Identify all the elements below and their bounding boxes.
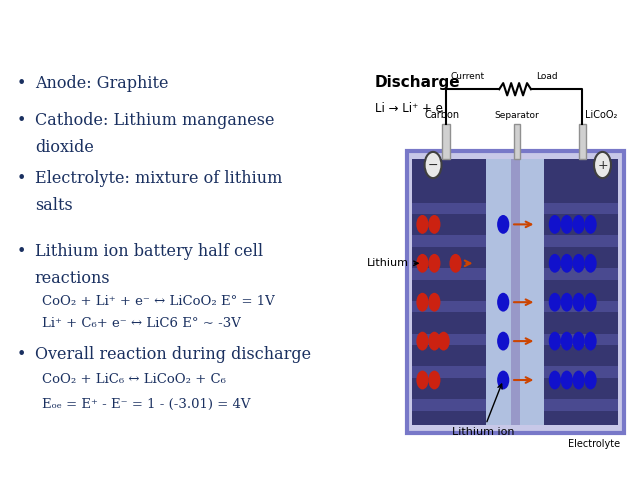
Circle shape	[424, 152, 441, 178]
Bar	[544, 159, 618, 425]
Bar	[412, 301, 486, 312]
Circle shape	[561, 215, 573, 234]
Bar	[412, 203, 486, 214]
Text: reactions: reactions	[35, 270, 110, 287]
Text: Current: Current	[450, 72, 484, 81]
Text: Carbon: Carbon	[425, 110, 460, 120]
Bar	[412, 159, 618, 425]
Circle shape	[438, 331, 450, 351]
Bar	[544, 236, 618, 247]
Text: Electrolyte: Electrolyte	[568, 439, 621, 449]
Circle shape	[572, 371, 585, 389]
Circle shape	[561, 254, 573, 273]
Text: Lithium ion battery half cell: Lithium ion battery half cell	[35, 243, 263, 260]
Circle shape	[497, 371, 509, 389]
Text: Li → Li⁺ + e: Li → Li⁺ + e	[375, 102, 443, 114]
Bar	[442, 124, 450, 159]
Text: •: •	[17, 171, 26, 187]
Text: •: •	[17, 75, 26, 92]
Circle shape	[572, 254, 585, 273]
Text: Anode: Graphite: Anode: Graphite	[35, 75, 168, 92]
Text: Cathode: Lithium manganese: Cathode: Lithium manganese	[35, 112, 274, 129]
Circle shape	[428, 293, 440, 312]
Circle shape	[549, 371, 561, 389]
Text: salts: salts	[35, 197, 73, 214]
Text: Lithium: Lithium	[367, 258, 418, 268]
Bar	[544, 268, 618, 280]
Circle shape	[417, 215, 429, 234]
Text: Electrolyte: mixture of lithium: Electrolyte: mixture of lithium	[35, 171, 282, 187]
Circle shape	[497, 215, 509, 234]
Bar	[486, 159, 544, 425]
Text: Lithium ion: Lithium ion	[452, 384, 514, 437]
Circle shape	[417, 331, 429, 351]
Bar	[579, 124, 586, 159]
Circle shape	[428, 215, 440, 234]
Circle shape	[584, 254, 597, 273]
Text: •: •	[17, 243, 26, 260]
Text: +: +	[597, 159, 608, 171]
Text: Li⁺ + C₆+ e⁻ ↔ LiC6 E° ~ -3V: Li⁺ + C₆+ e⁻ ↔ LiC6 E° ~ -3V	[42, 318, 241, 331]
Bar	[544, 366, 618, 378]
Bar	[544, 203, 618, 214]
Text: Eₒₑ = E⁺ - E⁻ = 1 - (-3.01) = 4V: Eₒₑ = E⁺ - E⁻ = 1 - (-3.01) = 4V	[42, 398, 251, 411]
Circle shape	[584, 293, 597, 312]
Bar	[514, 124, 519, 159]
Bar	[412, 268, 486, 280]
Circle shape	[594, 152, 611, 178]
Circle shape	[584, 371, 597, 389]
Circle shape	[572, 215, 585, 234]
Circle shape	[561, 371, 573, 389]
Bar	[412, 366, 486, 378]
Circle shape	[572, 293, 585, 312]
Text: CoO₂ + Li⁺ + e⁻ ↔ LiCoO₂ E° = 1V: CoO₂ + Li⁺ + e⁻ ↔ LiCoO₂ E° = 1V	[42, 295, 275, 308]
Bar	[412, 159, 486, 425]
Circle shape	[549, 215, 561, 234]
Bar	[412, 334, 486, 345]
Circle shape	[428, 331, 440, 351]
Text: •: •	[17, 346, 26, 364]
Circle shape	[549, 293, 561, 312]
Bar	[511, 159, 521, 425]
Circle shape	[584, 215, 597, 234]
Circle shape	[497, 331, 509, 351]
Text: dioxide: dioxide	[35, 139, 94, 156]
Bar	[544, 334, 618, 345]
Circle shape	[561, 293, 573, 312]
Text: Separator: Separator	[494, 111, 539, 120]
Text: CoO₂ + LiC₆ ↔ LiCoO₂ + C₆: CoO₂ + LiC₆ ↔ LiCoO₂ + C₆	[42, 373, 226, 387]
Text: •: •	[17, 112, 26, 129]
Circle shape	[417, 254, 429, 273]
Text: Overall reaction during discharge: Overall reaction during discharge	[35, 346, 311, 364]
Bar	[544, 399, 618, 411]
Circle shape	[549, 254, 561, 273]
Circle shape	[549, 331, 561, 351]
Text: LiCoO₂: LiCoO₂	[585, 110, 618, 120]
Text: Load: Load	[536, 72, 558, 81]
Circle shape	[572, 331, 585, 351]
Circle shape	[417, 293, 429, 312]
Text: −: −	[428, 159, 438, 171]
Bar	[412, 399, 486, 411]
Bar	[406, 151, 624, 433]
Bar	[544, 301, 618, 312]
Circle shape	[417, 371, 429, 389]
Circle shape	[428, 371, 440, 389]
Circle shape	[561, 331, 573, 351]
Bar	[412, 236, 486, 247]
Text: Discharge: Discharge	[375, 75, 461, 90]
Circle shape	[428, 254, 440, 273]
Circle shape	[449, 254, 462, 273]
Text: Lithium-Ion Battery: Lithium-Ion Battery	[145, 15, 493, 49]
Circle shape	[584, 331, 597, 351]
Circle shape	[497, 293, 509, 312]
